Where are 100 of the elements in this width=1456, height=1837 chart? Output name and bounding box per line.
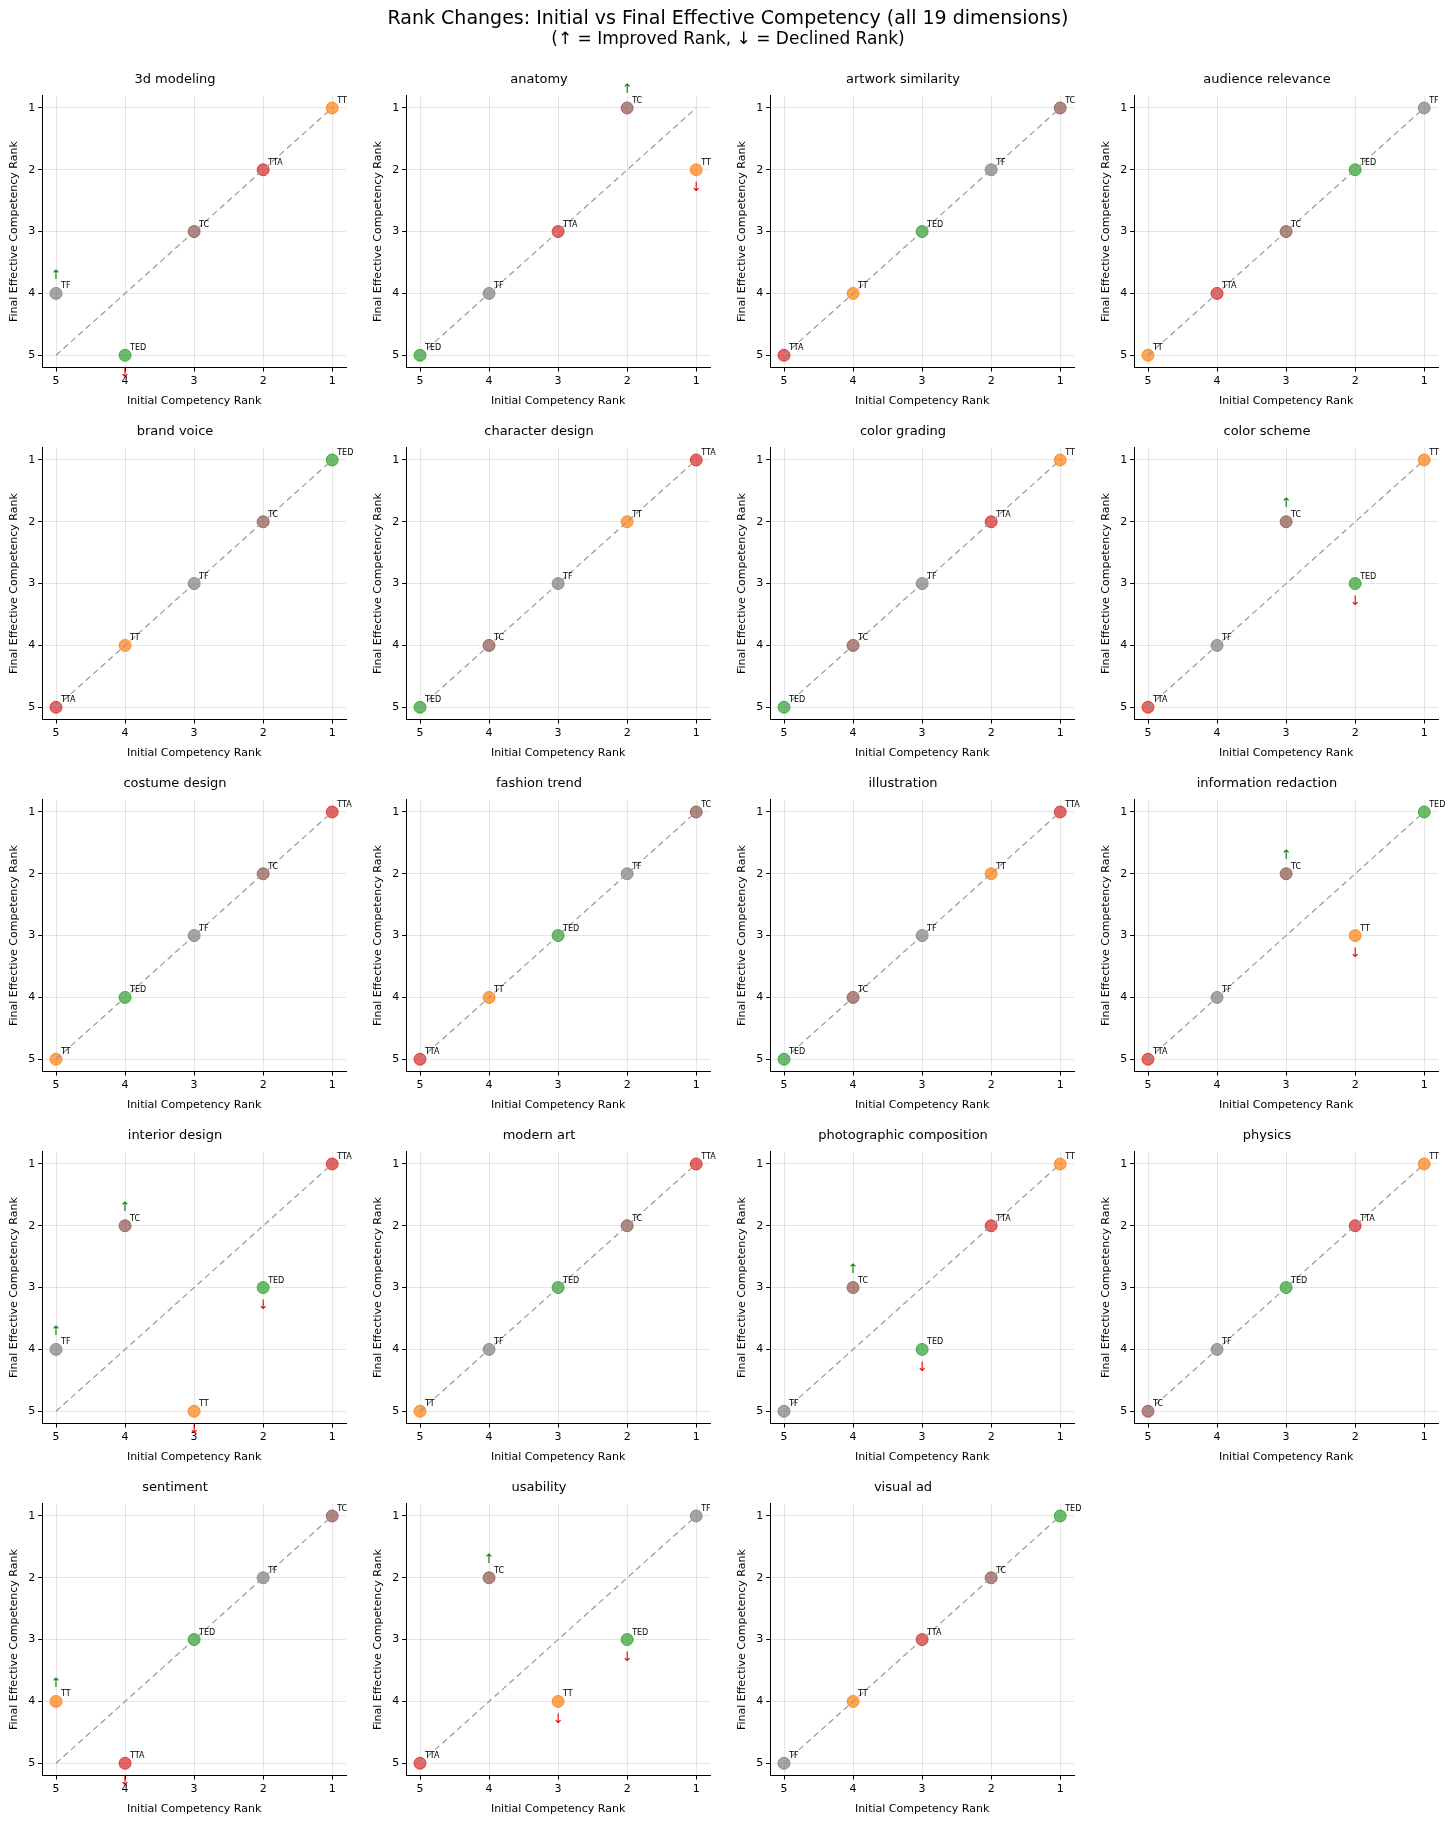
y-tick-label: 2	[1120, 866, 1128, 880]
y-tick-label: 1	[1120, 804, 1128, 818]
y-tick-label: 2	[392, 162, 400, 176]
point	[915, 1343, 929, 1356]
point	[1053, 1509, 1067, 1523]
point	[1141, 700, 1155, 714]
x-tick-label: 3	[1282, 1078, 1290, 1092]
y-tick-label: 5	[1120, 1052, 1128, 1066]
x-tick-label: 5	[52, 1430, 60, 1444]
point	[49, 700, 63, 714]
point	[777, 700, 791, 714]
y-tick-label: 5	[1120, 700, 1128, 714]
point	[413, 1052, 427, 1066]
x-tick-label: 3	[918, 1078, 926, 1092]
series-label: TF	[562, 571, 573, 581]
annotation: ↓	[690, 179, 702, 195]
x-tick-label: 2	[623, 1078, 631, 1092]
chart-title: color grading	[859, 423, 947, 439]
series-label: TT	[1428, 448, 1439, 458]
series-label: TTA	[129, 1751, 146, 1761]
x-tick-label: 2	[987, 1782, 995, 1796]
y-axis-title: Final Effective Competency Rank	[7, 1548, 21, 1731]
chart-title: information redaction	[1196, 775, 1338, 791]
series-label: TC	[857, 1275, 869, 1285]
annotation: ↓	[552, 1710, 564, 1726]
x-tick-label: 3	[190, 1782, 198, 1796]
y-tick-label: 1	[392, 804, 400, 818]
point	[187, 1633, 201, 1646]
x-tick-label: 2	[259, 1430, 267, 1444]
point	[187, 1404, 201, 1418]
point	[118, 348, 132, 362]
x-tick-label: 3	[554, 1078, 562, 1092]
point	[1210, 1343, 1224, 1356]
series-label: TTA	[424, 1751, 441, 1761]
y-tick-label: 2	[756, 866, 764, 880]
y-axis-title: Final Effective Competency Rank	[371, 1548, 385, 1731]
series-label: TT	[1359, 923, 1370, 933]
chart-title: visual ad	[873, 1479, 933, 1495]
y-tick-label: 4	[392, 1694, 400, 1708]
y-tick-label: 4	[392, 286, 400, 300]
x-tick-label: 5	[1144, 1078, 1152, 1092]
y-tick-label: 3	[756, 576, 764, 590]
x-tick-label: 1	[328, 726, 336, 740]
chart-title: interior design	[127, 1127, 223, 1143]
y-tick-label: 5	[392, 1404, 400, 1418]
series-label: TTA	[60, 695, 77, 705]
y-tick-label: 4	[756, 1342, 764, 1356]
series-label: TED	[562, 1275, 580, 1285]
point	[846, 1695, 860, 1708]
x-tick-label: 1	[1056, 1430, 1064, 1444]
y-tick-label: 3	[28, 224, 36, 238]
y-tick-label: 3	[1120, 928, 1128, 942]
series-label: TED	[1359, 157, 1377, 167]
series-label: TF	[631, 861, 643, 871]
point	[551, 1695, 565, 1708]
point	[49, 287, 63, 300]
point	[1141, 1404, 1155, 1418]
annotation: ↑	[621, 81, 633, 97]
x-tick-label: 3	[190, 1078, 198, 1092]
chart-title: fashion trend	[495, 775, 583, 791]
series-label: TTA	[1359, 1213, 1376, 1223]
series-label: TED	[424, 695, 442, 705]
y-tick-label: 4	[28, 638, 36, 652]
y-tick-label: 5	[28, 1404, 36, 1418]
y-axis-title: Final Effective Competency Rank	[7, 844, 21, 1027]
y-tick-label: 5	[756, 1404, 764, 1418]
x-tick-label: 2	[1351, 1430, 1359, 1444]
y-axis-title: Final Effective Competency Rank	[735, 844, 749, 1027]
series-label: TED	[788, 1047, 806, 1057]
x-tick-label: 4	[849, 1430, 857, 1444]
y-axis-title: Final Effective Competency Rank	[1099, 844, 1113, 1027]
y-tick-label: 4	[392, 638, 400, 652]
annotation: ↑	[50, 266, 62, 282]
y-tick-label: 1	[392, 452, 400, 466]
y-tick-label: 1	[28, 1156, 36, 1170]
x-tick-label: 2	[623, 374, 631, 388]
x-tick-label: 2	[1351, 726, 1359, 740]
x-tick-label: 5	[416, 374, 424, 388]
x-axis-title: Initial Competency Rank	[490, 746, 626, 760]
series-label: TF	[1428, 96, 1440, 106]
annotation: ↓	[621, 1648, 633, 1664]
x-tick-label: 1	[1420, 1430, 1428, 1444]
chart-title: artwork similarity	[846, 71, 961, 87]
y-axis-title: Final Effective Competency Rank	[735, 1548, 749, 1731]
y-tick-label: 5	[28, 700, 36, 714]
y-tick-label: 1	[756, 452, 764, 466]
y-tick-label: 1	[756, 804, 764, 818]
series-label: TT	[60, 1689, 71, 1699]
y-tick-label: 1	[392, 1156, 400, 1170]
y-axis-title: Final Effective Competency Rank	[7, 140, 21, 323]
point	[118, 1756, 132, 1770]
point	[482, 287, 496, 300]
x-tick-label: 4	[121, 1430, 129, 1444]
annotation: ↓	[916, 1358, 928, 1374]
y-axis-title: Final Effective Competency Rank	[1099, 492, 1113, 675]
series-label: TTA	[995, 509, 1012, 519]
x-axis-title: Initial Competency Rank	[854, 746, 990, 760]
x-tick-label: 4	[485, 726, 493, 740]
x-axis-title: Initial Competency Rank	[490, 394, 626, 408]
point	[984, 515, 998, 529]
